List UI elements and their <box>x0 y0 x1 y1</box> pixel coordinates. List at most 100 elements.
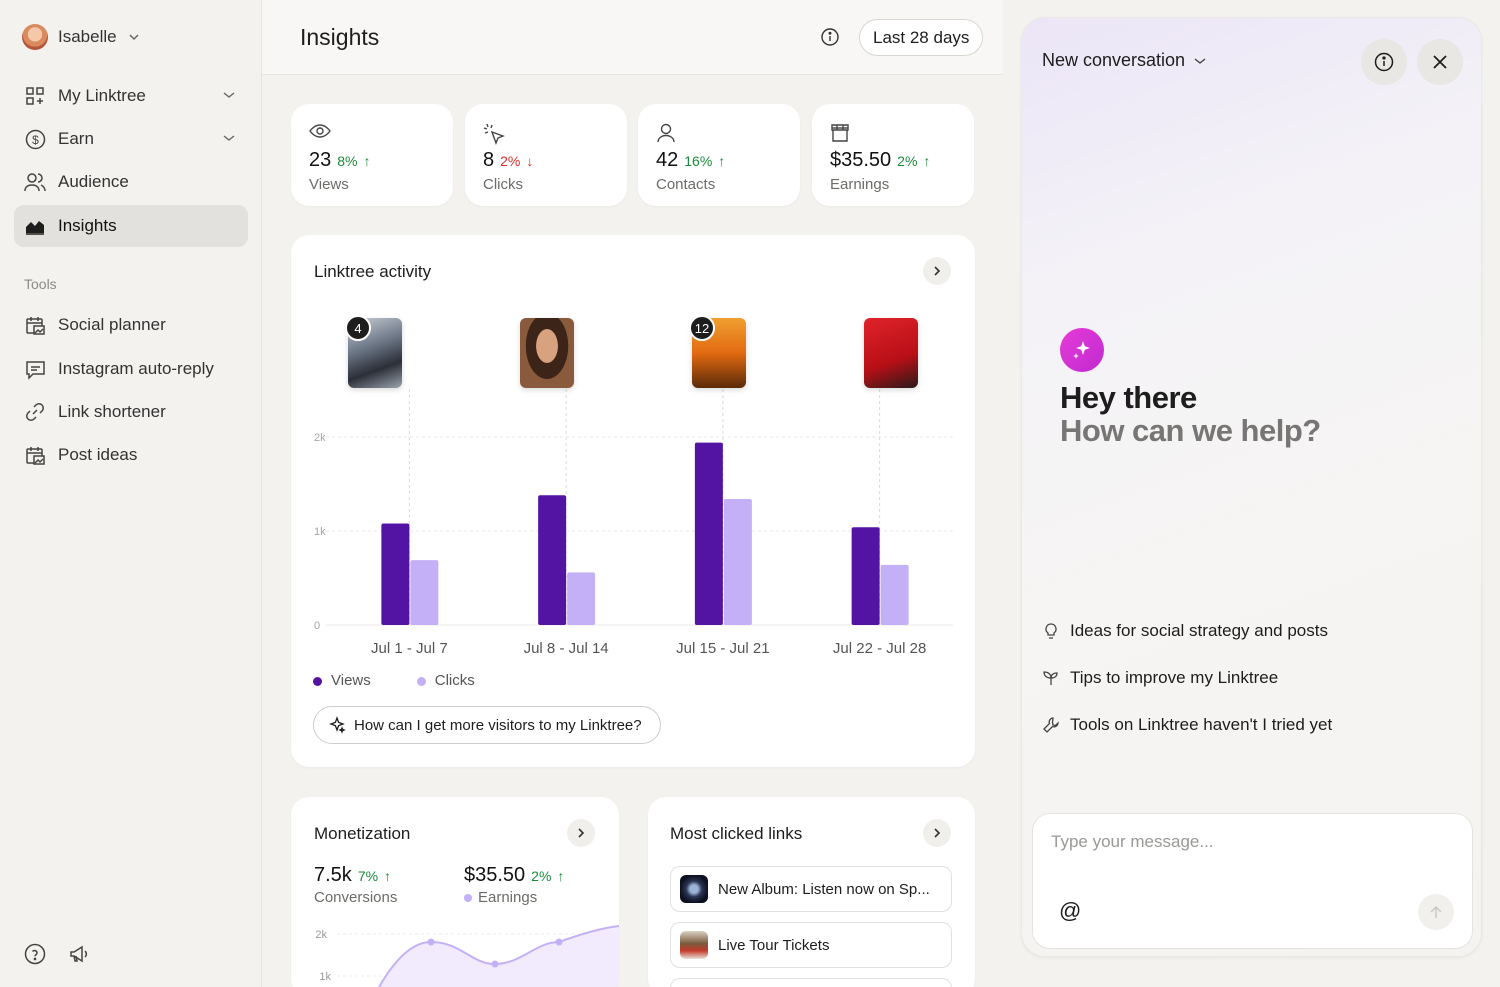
wrench-icon <box>1043 717 1059 733</box>
link-thumbnail <box>680 875 708 903</box>
mention-button[interactable]: @ <box>1059 898 1082 923</box>
link-item[interactable] <box>670 978 952 987</box>
assistant-greeting: Hey there <box>1060 380 1197 415</box>
conversation-title: New conversation <box>1042 50 1186 70</box>
suggestion-label: Tips to improve my Linktree <box>1070 668 1279 687</box>
y-tick-label: 1k <box>314 526 326 538</box>
stat-change: 8% <box>337 153 358 169</box>
svg-text:$: $ <box>32 133 39 147</box>
close-icon <box>1433 55 1447 69</box>
stat-label: Views <box>309 176 349 193</box>
sidebar-item-label: My Linktree <box>58 86 146 105</box>
arrow-up-icon: ↑ <box>718 153 726 169</box>
sidebar-item-my-linktree[interactable]: My Linktree <box>14 75 248 117</box>
help-circle-icon[interactable] <box>24 943 46 965</box>
sidebar-item-insights[interactable]: Insights <box>14 205 248 247</box>
sprout-icon <box>1043 671 1058 685</box>
account-switcher[interactable]: Isabelle <box>22 24 141 50</box>
eye-icon <box>309 124 331 138</box>
tools-section-label: Tools <box>24 276 57 292</box>
link-item[interactable]: New Album: Listen now on Sp... <box>670 866 952 912</box>
y-tick-label: 0 <box>314 620 320 632</box>
storefront-icon <box>831 124 849 142</box>
card-title: Most clicked links <box>670 824 803 843</box>
stat-label: Earnings <box>830 176 890 193</box>
avatar <box>22 24 48 50</box>
link-label: Live Tour Tickets <box>718 936 830 954</box>
assistant-panel: New conversation Hey there How can we he… <box>1021 17 1482 957</box>
send-button[interactable] <box>1418 894 1454 930</box>
stat-card-earnings[interactable]: $35.50 2% ↑ Earnings <box>812 104 974 206</box>
sidebar-item-label: Insights <box>58 216 117 235</box>
assistant-logo <box>1060 328 1104 372</box>
sparkle-icon <box>1073 341 1090 359</box>
message-input[interactable] <box>1051 832 1451 852</box>
legend-dot <box>464 894 472 902</box>
message-square-icon <box>24 358 46 380</box>
activity-details-button[interactable] <box>923 257 951 285</box>
legend-dot <box>313 676 322 686</box>
chevron-right-icon <box>934 828 941 838</box>
info-icon[interactable] <box>820 27 840 47</box>
ask-ai-prompt-button[interactable]: How can I get more visitors to my Linktr… <box>313 706 661 744</box>
sidebar-item-label: Earn <box>58 129 94 148</box>
stat-change: 16% <box>684 153 713 169</box>
suggestion-item[interactable]: Ideas for social strategy and posts <box>1042 621 1328 641</box>
post-thumbnail[interactable] <box>864 318 918 388</box>
sidebar-item-label: Instagram auto-reply <box>58 359 214 378</box>
stat-card-views[interactable]: 23 8% ↑ Views <box>291 104 453 206</box>
chevron-down-icon <box>223 92 235 98</box>
arrow-up-icon: ↑ <box>384 868 392 884</box>
conversation-selector[interactable]: New conversation <box>1042 50 1207 71</box>
stat-value: 8 <box>483 149 495 171</box>
sidebar-item-instagram-auto-reply[interactable]: Instagram auto-reply <box>14 348 248 390</box>
sidebar-item-link-shortener[interactable]: Link shortener <box>14 391 248 433</box>
page-title: Insights <box>300 24 380 50</box>
y-tick-label: 2k <box>314 432 326 444</box>
users-icon <box>24 171 46 193</box>
legend-item-views: Views <box>313 672 371 689</box>
stat-value-group: 23 8% ↑ <box>309 149 370 172</box>
monetization-line-chart: 2k 1k <box>315 925 619 987</box>
user-name: Isabelle <box>58 27 117 46</box>
sidebar-item-post-ideas[interactable]: Post ideas <box>14 434 248 476</box>
data-point <box>491 960 499 968</box>
kpi-label: Earnings <box>464 889 537 906</box>
most-clicked-links-card: Most clicked links New Album: Listen now… <box>648 797 975 987</box>
links-details-button[interactable] <box>923 819 951 847</box>
stat-change: 2% <box>897 153 918 169</box>
sidebar-item-social-planner[interactable]: Social planner <box>14 304 248 346</box>
suggestion-item[interactable]: Tips to improve my Linktree <box>1042 668 1278 688</box>
monetization-details-button[interactable] <box>567 819 595 847</box>
stat-card-clicks[interactable]: 8 2% ↓ Clicks <box>465 104 627 206</box>
arrow-down-icon: ↓ <box>526 153 534 169</box>
bar-views <box>851 527 880 625</box>
suggestion-item[interactable]: Tools on Linktree haven't I tried yet <box>1042 715 1332 735</box>
stat-value-group: 8 2% ↓ <box>483 149 533 172</box>
sidebar-item-label: Link shortener <box>58 402 166 421</box>
stat-value-group: 42 16% ↑ <box>656 149 725 172</box>
arrow-up-icon: ↑ <box>363 153 371 169</box>
megaphone-icon[interactable] <box>68 943 90 965</box>
sidebar-item-audience[interactable]: Audience <box>14 161 248 203</box>
linktree-activity-card: Linktree activity 0 1k 2k Jul 1 - Jul 7 Jul … <box>291 235 975 767</box>
lightbulb-icon <box>1045 623 1057 639</box>
calendar-image-icon <box>24 444 46 466</box>
kpi-label: Conversions <box>314 889 398 906</box>
kpi-value: 7.5k <box>314 864 352 886</box>
bar-views <box>381 523 410 625</box>
legend-label: Views <box>331 672 371 689</box>
info-button[interactable] <box>1361 39 1407 85</box>
stat-card-contacts[interactable]: 42 16% ↑ Contacts <box>638 104 800 206</box>
sidebar-item-earn[interactable]: $ Earn <box>14 118 248 160</box>
bar-views <box>694 442 723 625</box>
chevron-right-icon <box>578 828 585 838</box>
user-icon <box>657 123 675 143</box>
assistant-subgreeting: How can we help? <box>1060 413 1321 448</box>
date-range-button[interactable]: Last 28 days <box>859 19 984 56</box>
close-button[interactable] <box>1417 39 1463 85</box>
post-thumbnail[interactable] <box>520 318 574 388</box>
link-item[interactable]: Live Tour Tickets <box>670 922 952 968</box>
stat-value: 23 <box>309 149 332 171</box>
sidebar-item-label: Social planner <box>58 315 166 334</box>
